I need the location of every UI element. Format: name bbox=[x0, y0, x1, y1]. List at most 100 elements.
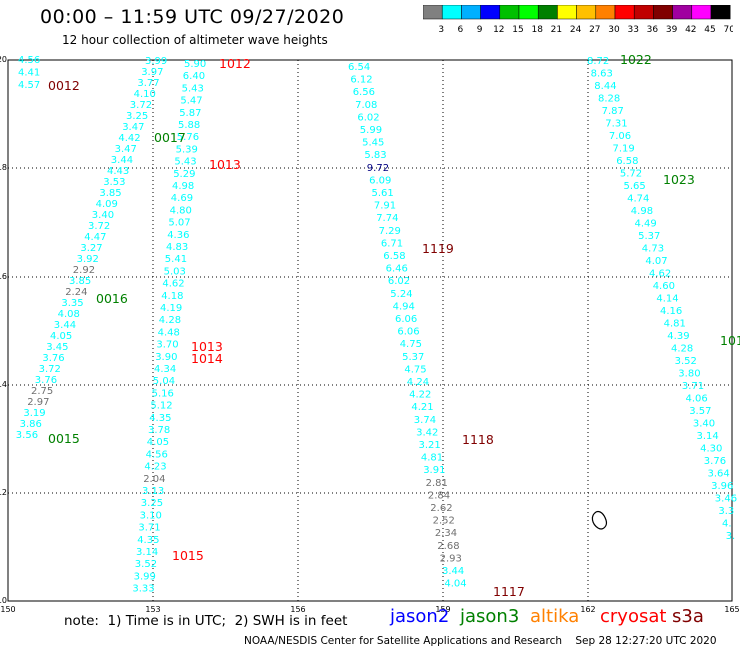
swh-value: 3.45 bbox=[46, 342, 68, 353]
swh-value: 3.99 bbox=[134, 571, 156, 582]
swh-value: 5.37 bbox=[638, 231, 660, 242]
swh-value: 7.08 bbox=[355, 100, 377, 111]
swh-value: 2.62 bbox=[430, 503, 452, 514]
colorbar-tick: 70 bbox=[723, 25, 733, 35]
swh-value: 3.44 bbox=[54, 320, 76, 331]
swh-value: 3.92 bbox=[77, 254, 99, 265]
swh-value: 4.28 bbox=[159, 315, 181, 326]
swh-value: 7.31 bbox=[605, 119, 627, 130]
swh-value: 4.14 bbox=[656, 294, 678, 305]
swh-value: 4.62 bbox=[162, 279, 184, 290]
swh-value: 4.19 bbox=[160, 303, 182, 314]
swh-value: 3.42 bbox=[416, 427, 438, 438]
pass-time-label: 1119 bbox=[422, 241, 454, 256]
swh-value: 4.57 bbox=[18, 80, 40, 91]
swh-value: 4.36 bbox=[167, 230, 189, 241]
swh-value: 3.14 bbox=[136, 547, 158, 558]
swh-value: 9.72 bbox=[367, 163, 389, 174]
colorbar-tick: 24 bbox=[570, 25, 582, 35]
swh-value: 4.98 bbox=[631, 206, 653, 217]
satellite-passes: 4.564.414.573.993.973.774.103.723.253.47… bbox=[16, 55, 737, 595]
swh-value: 2.24 bbox=[65, 287, 87, 298]
colorbar-tick: 36 bbox=[647, 25, 659, 35]
swh-value: 3.86 bbox=[20, 419, 42, 430]
swh-value: 7.74 bbox=[376, 213, 398, 224]
swh-value: 4.22 bbox=[409, 390, 431, 401]
swh-value: 6.71 bbox=[381, 238, 403, 249]
swh-value: 3.3 bbox=[718, 506, 734, 517]
swh-value: 3.44 bbox=[442, 566, 464, 577]
pass-time-label: 1117 bbox=[493, 584, 525, 599]
swh-value: 6.06 bbox=[395, 314, 417, 325]
swh-value: 4.05 bbox=[147, 437, 169, 448]
swh-value: 3.71 bbox=[138, 523, 160, 534]
lat-lon-grid bbox=[7, 59, 733, 602]
swh-value: 5.87 bbox=[179, 108, 201, 119]
swh-value: 3.72 bbox=[88, 221, 110, 232]
swh-value: 5.72 bbox=[620, 169, 642, 180]
pass-time-label: 1013 bbox=[191, 339, 223, 354]
swh-value: 5.37 bbox=[402, 352, 424, 363]
colorbar-tick: 27 bbox=[589, 25, 600, 35]
swh-value: 4.81 bbox=[421, 453, 443, 464]
swh-value: 3.72 bbox=[39, 364, 61, 375]
swh-value: 3.40 bbox=[92, 210, 114, 221]
swh-value: 3.64 bbox=[708, 469, 730, 480]
colorbar-tick: 9 bbox=[477, 25, 483, 35]
swh-value: 4.75 bbox=[404, 364, 426, 375]
swh-value: 3.44 bbox=[111, 155, 133, 166]
swh-value: 4.75 bbox=[400, 339, 422, 350]
pass-time-label: 101 bbox=[720, 333, 740, 348]
swh-value: 4.21 bbox=[411, 402, 433, 413]
swh-value: 3.76 bbox=[704, 456, 726, 467]
swh-value: 4.74 bbox=[627, 194, 649, 205]
pass-time-label: 1012 bbox=[219, 56, 251, 71]
swh-value: 5.16 bbox=[152, 388, 174, 399]
colorbar-tick: 33 bbox=[627, 25, 638, 35]
map-subtitle: 12 hour collection of altimeter wave hei… bbox=[62, 33, 328, 47]
swh-value: 3.91 bbox=[423, 465, 445, 476]
swh-value: 4.49 bbox=[635, 219, 657, 230]
swh-value: 3.99 bbox=[145, 56, 167, 67]
swh-value: 4.48 bbox=[158, 327, 180, 338]
swh-value: 4.39 bbox=[667, 331, 689, 342]
colorbar-tick: 45 bbox=[704, 25, 715, 35]
swh-value: 3.80 bbox=[678, 369, 700, 380]
swh-value: 3.33 bbox=[132, 584, 154, 595]
swh-value: 3.47 bbox=[115, 144, 137, 155]
legend-sat-3: cryosat bbox=[600, 606, 667, 627]
swh-value: 3.85 bbox=[99, 188, 121, 199]
swh-value: 3.47 bbox=[122, 122, 144, 133]
swh-value: 3.77 bbox=[137, 78, 159, 89]
pass-time-label: 1023 bbox=[663, 172, 695, 187]
legend-sat-0: jason2 bbox=[390, 606, 450, 627]
swh-value: 5.43 bbox=[182, 83, 204, 94]
swh-value: 3.52 bbox=[675, 356, 697, 367]
swh-value: 3.13 bbox=[142, 486, 164, 497]
lat-label: 16 bbox=[0, 272, 7, 281]
legend-sat-2: altika bbox=[530, 606, 580, 627]
swh-value: 4.28 bbox=[671, 344, 693, 355]
colorbar-tick: 21 bbox=[551, 25, 562, 35]
swh-value: 3.85 bbox=[69, 276, 91, 287]
swh-value: 4.30 bbox=[700, 444, 722, 455]
swh-value: 3.71 bbox=[682, 381, 704, 392]
swh-value: 3.10 bbox=[140, 510, 162, 521]
swh-value: 4.23 bbox=[144, 462, 166, 473]
swh-value: 4.35 bbox=[137, 535, 159, 546]
swh-value: 3.96 bbox=[711, 481, 733, 492]
lat-label: 18 bbox=[0, 163, 7, 172]
swh-value: 4.94 bbox=[393, 301, 415, 312]
swh-value: 2.68 bbox=[437, 541, 459, 552]
swh-value: 3.74 bbox=[414, 415, 436, 426]
swh-value: 5.61 bbox=[372, 188, 394, 199]
swh-value: 3.25 bbox=[141, 498, 163, 509]
swh-value: 8.28 bbox=[598, 94, 620, 105]
lon-label: 150 bbox=[0, 605, 15, 614]
swh-value: 3.14 bbox=[697, 431, 719, 442]
swh-value: 4.56 bbox=[146, 449, 168, 460]
pass-time-label: 1118 bbox=[462, 432, 494, 447]
legend-sat-1: jason3 bbox=[460, 606, 520, 627]
swh-value: 2.93 bbox=[440, 553, 462, 564]
lon-label: 162 bbox=[580, 605, 595, 614]
